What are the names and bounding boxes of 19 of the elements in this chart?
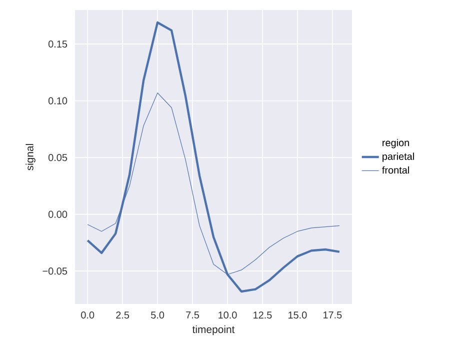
x-tick-label: 0.0 <box>81 312 94 319</box>
y-tick-label: 0.10 <box>48 97 68 104</box>
x-tick-label: 12.5 <box>254 312 272 319</box>
x-tick-label: 10.0 <box>218 312 237 319</box>
legend-label: frontal <box>382 166 409 174</box>
y-tick-label: 0.05 <box>48 154 68 162</box>
x-tick-label: 5.0 <box>151 312 164 319</box>
y-tick-label: −0.05 <box>42 268 68 275</box>
x-tick-label: 17.5 <box>323 312 342 318</box>
x-tick-label: 7.5 <box>186 312 200 318</box>
y-tick-label: 0.00 <box>48 210 68 218</box>
x-tick-label: 15.0 <box>288 312 307 319</box>
legend-label: parietal <box>382 152 414 162</box>
legend-title: region <box>382 138 409 148</box>
y-tick-label: 0.15 <box>48 40 68 48</box>
line-series <box>86 21 341 293</box>
y-axis-title: signal <box>26 144 36 170</box>
x-tick-label: 2.5 <box>116 312 130 319</box>
x-axis-title: timepoint <box>192 325 235 336</box>
